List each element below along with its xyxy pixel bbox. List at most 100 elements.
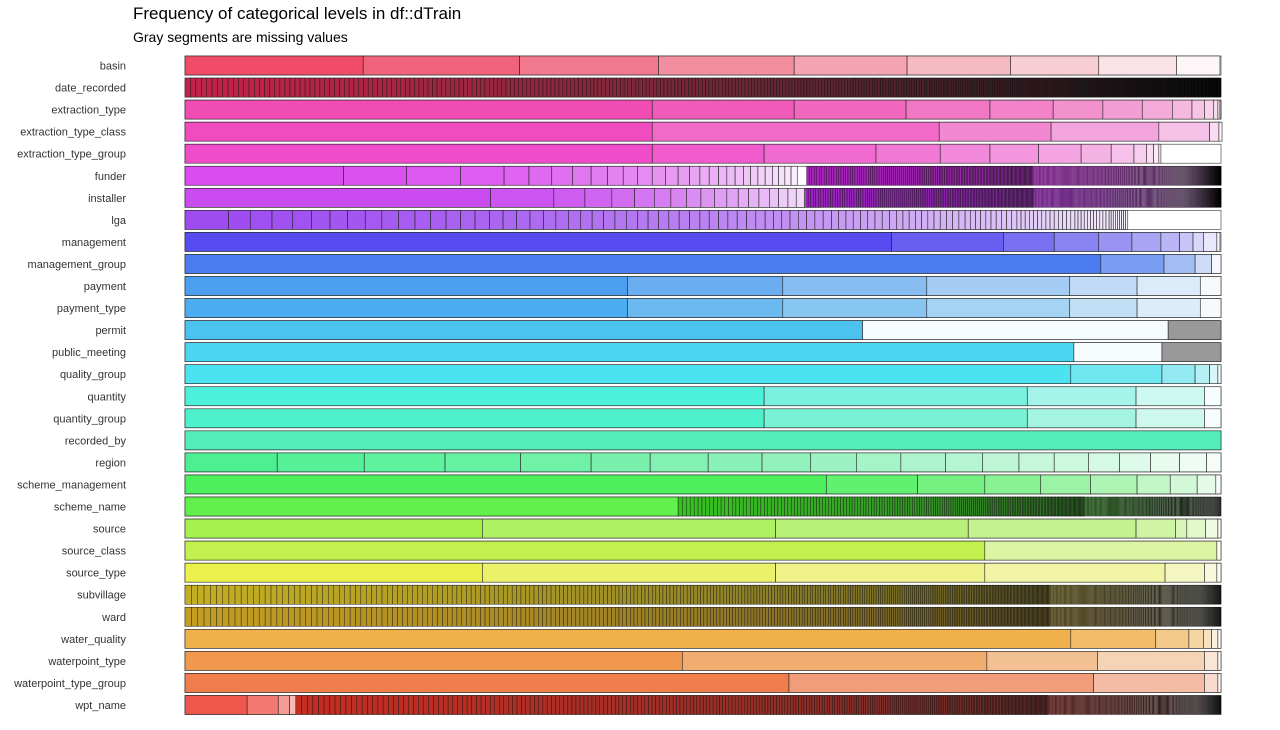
bar-segment bbox=[1107, 607, 1109, 627]
bar-segment bbox=[995, 585, 998, 605]
bar-segment bbox=[228, 585, 236, 605]
bar-segment bbox=[1116, 166, 1118, 186]
bar-segment bbox=[764, 496, 768, 517]
bar-segment bbox=[1131, 607, 1133, 627]
bar-segment bbox=[1020, 210, 1026, 230]
bar-segment bbox=[764, 165, 773, 186]
bar-segment bbox=[941, 188, 944, 208]
bar-segment bbox=[1133, 77, 1136, 98]
bar-segment bbox=[1104, 585, 1106, 605]
bar-segment bbox=[1001, 188, 1004, 208]
bar-segment bbox=[1031, 77, 1034, 98]
bar-segment bbox=[1099, 607, 1101, 627]
bar-segment bbox=[706, 585, 711, 605]
bar-segment bbox=[466, 585, 472, 605]
bar-segment bbox=[1009, 166, 1012, 186]
bar-segment bbox=[1136, 298, 1201, 318]
bar-segment bbox=[823, 607, 826, 627]
bar-segment bbox=[1100, 585, 1102, 605]
bar-segment bbox=[471, 695, 477, 715]
bar-segment bbox=[1137, 166, 1138, 186]
bar-segment bbox=[693, 496, 699, 517]
bar-segment bbox=[1132, 585, 1134, 605]
bar-segment bbox=[1061, 188, 1063, 208]
bar-segment bbox=[1021, 585, 1024, 605]
bar-segment bbox=[1151, 607, 1153, 627]
bar-segment bbox=[397, 585, 403, 605]
bar-segment bbox=[1106, 607, 1108, 627]
bar-segment bbox=[316, 607, 323, 627]
bar-segment bbox=[1128, 497, 1130, 516]
bar-segment bbox=[779, 695, 783, 715]
bar-segment bbox=[1138, 695, 1140, 715]
bar-segment bbox=[893, 77, 897, 98]
bar-segment bbox=[777, 585, 781, 605]
bar-segment bbox=[1141, 695, 1143, 715]
bar-segment bbox=[1128, 166, 1129, 186]
bar-segment bbox=[445, 77, 451, 98]
bar-segment bbox=[932, 695, 935, 715]
row-label: management_group bbox=[28, 259, 126, 271]
bar-segment bbox=[1159, 695, 1161, 715]
bar-segment bbox=[928, 496, 932, 517]
bar-segment bbox=[969, 585, 972, 605]
bar-segment bbox=[926, 166, 929, 186]
bar-segment bbox=[825, 188, 829, 208]
bar-segment bbox=[787, 496, 792, 517]
bar-segment bbox=[813, 496, 817, 517]
bar-segment bbox=[896, 210, 904, 230]
bar-segment bbox=[987, 585, 990, 605]
bar-segment bbox=[1103, 607, 1105, 627]
bar-segment bbox=[1027, 496, 1030, 517]
bar-segment bbox=[1130, 607, 1132, 627]
bar-segment bbox=[683, 585, 688, 605]
bar-segment bbox=[1090, 585, 1092, 605]
bar-segment bbox=[1164, 497, 1166, 516]
bar-segment bbox=[890, 188, 894, 208]
bar-segment bbox=[1091, 585, 1093, 605]
bar-segment bbox=[1103, 166, 1105, 186]
row-label: public_meeting bbox=[52, 347, 126, 359]
bar-segment bbox=[1158, 607, 1160, 627]
bar-segment bbox=[1147, 166, 1149, 186]
bar-segment bbox=[1194, 254, 1212, 274]
bar-segment bbox=[988, 188, 991, 208]
bar-segment bbox=[1194, 364, 1210, 385]
bar-segment bbox=[516, 210, 531, 230]
bar-segment bbox=[937, 695, 941, 715]
bar-segment bbox=[808, 166, 812, 186]
bar-row-scheme_name: scheme_name bbox=[54, 496, 1222, 517]
bar-segment bbox=[914, 607, 917, 627]
bar-segment bbox=[355, 607, 362, 627]
bar-segment bbox=[1130, 77, 1133, 98]
bar-segment bbox=[633, 585, 638, 605]
bar-segment bbox=[1113, 585, 1114, 605]
bar-segment bbox=[693, 695, 698, 715]
bar-segment bbox=[1116, 497, 1118, 516]
row-label: water_quality bbox=[60, 634, 126, 646]
bar-segment bbox=[1145, 188, 1147, 208]
bar-segment bbox=[1063, 585, 1065, 605]
bar-segment bbox=[899, 166, 902, 186]
bar-segment bbox=[1161, 607, 1162, 627]
bar-segment bbox=[1037, 166, 1039, 186]
bar-segment bbox=[1008, 695, 1011, 715]
bar-segment bbox=[484, 585, 490, 605]
bar-segment bbox=[1127, 585, 1129, 605]
bar-segment bbox=[969, 607, 972, 627]
bar-segment bbox=[861, 166, 865, 186]
bar-segment bbox=[1113, 497, 1115, 516]
bar-segment bbox=[951, 166, 954, 186]
bar-segment bbox=[1098, 585, 1100, 605]
bar-segment bbox=[1127, 166, 1129, 186]
bar-segment bbox=[727, 210, 738, 230]
bar-segment bbox=[1126, 497, 1128, 516]
bar-segment bbox=[1096, 607, 1098, 627]
bar-segment bbox=[993, 695, 996, 715]
bar-segment bbox=[838, 607, 842, 627]
row-label: date_recorded bbox=[55, 83, 126, 95]
bar-segment bbox=[1144, 695, 1146, 715]
bar-segment bbox=[1155, 607, 1156, 627]
bar-segment bbox=[417, 585, 424, 605]
bar-segment bbox=[817, 607, 821, 627]
